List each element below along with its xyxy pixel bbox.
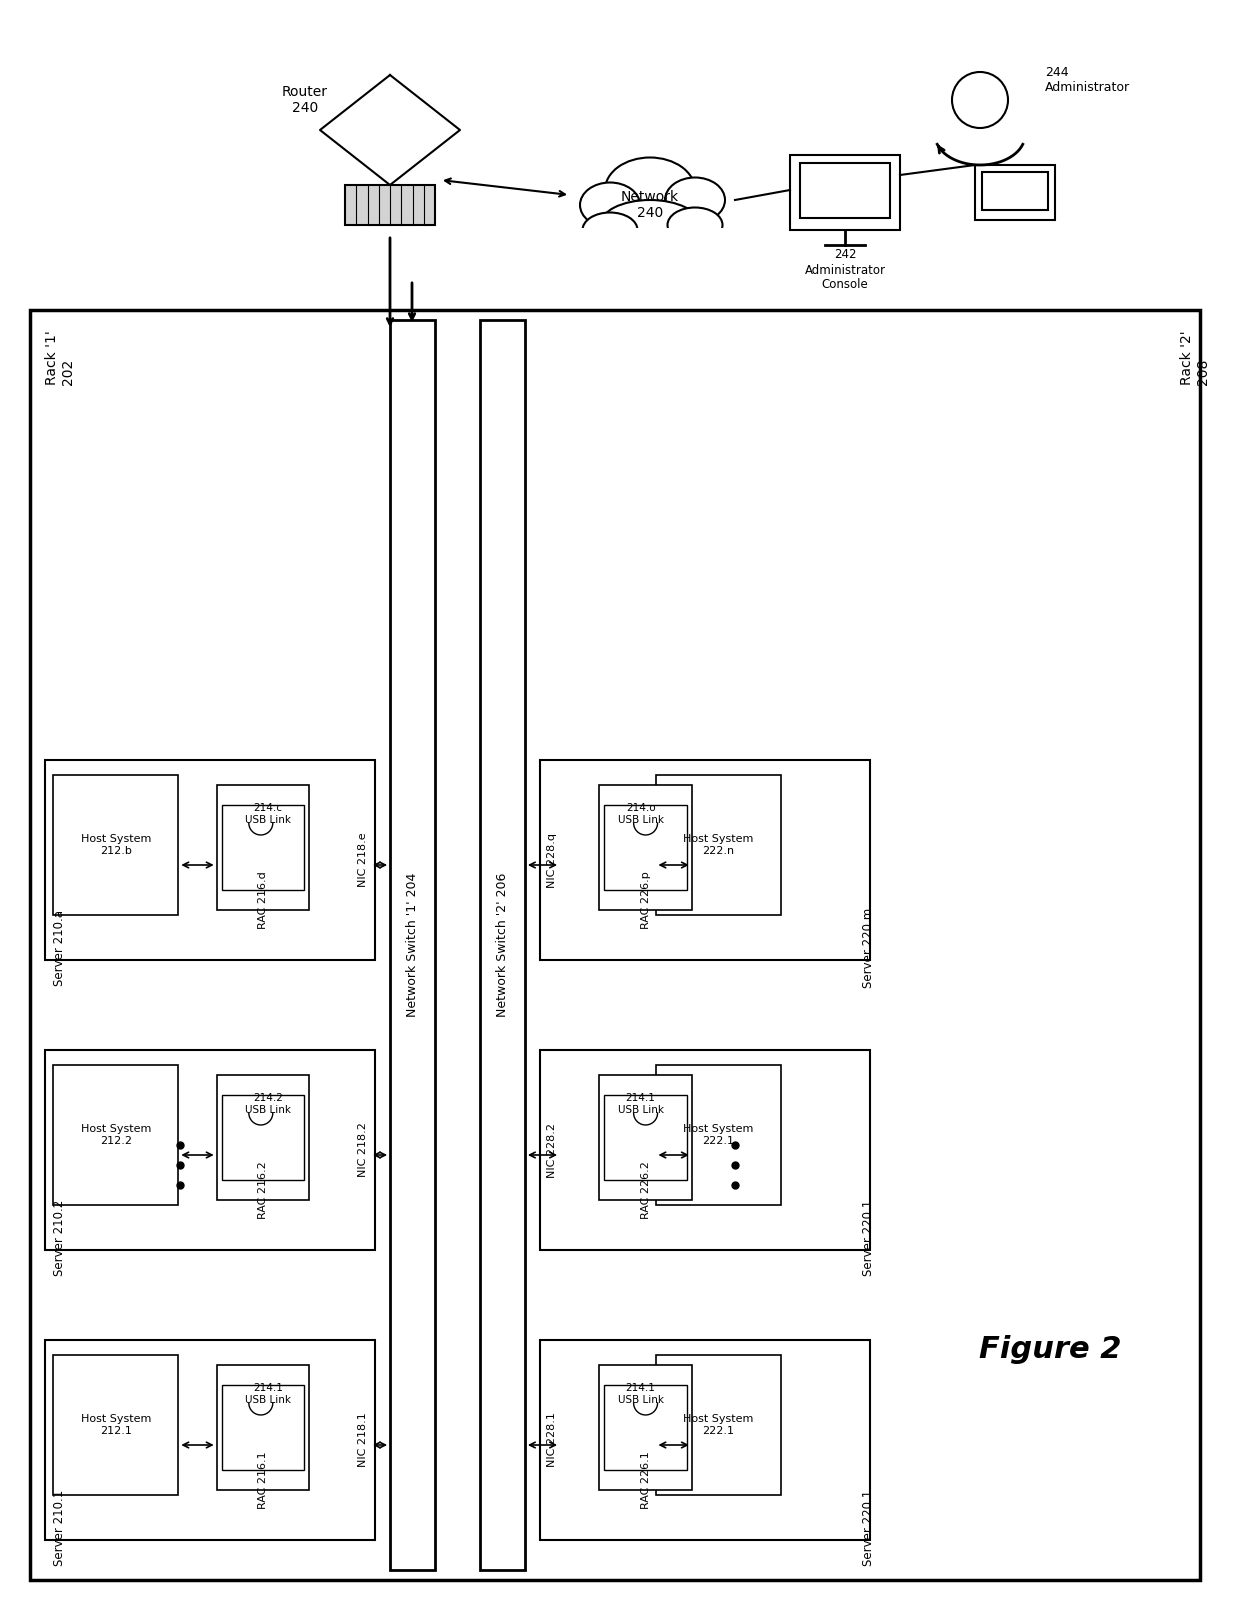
Text: Server 210.1: Server 210.1 — [53, 1490, 66, 1566]
Text: Host System
212.1: Host System 212.1 — [81, 1414, 151, 1436]
Text: 214.c
USB Link: 214.c USB Link — [244, 802, 291, 825]
Bar — [217, 1365, 309, 1490]
Bar — [217, 1075, 309, 1200]
Text: RAC 226.2: RAC 226.2 — [641, 1161, 651, 1219]
Bar — [30, 310, 1200, 1580]
Text: RAC 226.p: RAC 226.p — [641, 870, 651, 929]
Text: RAC 216.1: RAC 216.1 — [258, 1451, 268, 1509]
Bar — [539, 1341, 870, 1540]
Bar — [604, 1096, 687, 1180]
Text: Host System
222.1: Host System 222.1 — [683, 1125, 754, 1146]
Bar — [53, 1065, 179, 1204]
Bar — [599, 1075, 692, 1200]
Text: 214.2
USB Link: 214.2 USB Link — [244, 1093, 291, 1115]
Text: RAC 216.d: RAC 216.d — [258, 870, 268, 929]
Text: Host System
212.b: Host System 212.b — [81, 835, 151, 856]
Ellipse shape — [600, 199, 701, 250]
Bar — [604, 1384, 687, 1470]
Bar — [217, 785, 309, 909]
Bar — [599, 1365, 692, 1490]
Ellipse shape — [667, 207, 723, 243]
Bar — [391, 319, 435, 1571]
Bar — [345, 185, 435, 225]
Text: Server 220.1: Server 220.1 — [862, 1200, 875, 1276]
Bar — [599, 785, 692, 909]
Text: RAC 216.2: RAC 216.2 — [258, 1161, 268, 1219]
Text: 214.1
USB Link: 214.1 USB Link — [618, 1093, 663, 1115]
Ellipse shape — [605, 157, 694, 222]
Text: Server 210.a: Server 210.a — [53, 909, 66, 986]
Text: Host System
222.n: Host System 222.n — [683, 835, 754, 856]
Bar — [982, 172, 1048, 211]
Text: 244
Administrator: 244 Administrator — [1045, 66, 1130, 94]
Ellipse shape — [665, 178, 725, 222]
Text: Router
240: Router 240 — [281, 84, 329, 115]
Text: RAC 226.1: RAC 226.1 — [641, 1451, 651, 1509]
Text: Rack '2'
208: Rack '2' 208 — [1180, 331, 1210, 384]
Text: Figure 2: Figure 2 — [978, 1336, 1121, 1365]
Text: Host System
212.2: Host System 212.2 — [81, 1125, 151, 1146]
Bar — [539, 1050, 870, 1250]
Bar — [656, 1065, 781, 1204]
Bar — [45, 1050, 374, 1250]
Text: Rack '1'
202: Rack '1' 202 — [45, 331, 76, 384]
Text: Server 220.1: Server 220.1 — [862, 1490, 875, 1566]
Text: Server 220.m: Server 220.m — [862, 908, 875, 989]
Text: NIC 218.e: NIC 218.e — [358, 833, 368, 887]
Text: NIC 228.1: NIC 228.1 — [547, 1412, 557, 1467]
Text: Host System
222.1: Host System 222.1 — [683, 1414, 754, 1436]
Text: NIC 228.2: NIC 228.2 — [547, 1122, 557, 1177]
Text: 214.o
USB Link: 214.o USB Link — [618, 802, 663, 825]
Text: Network Switch '2' 206: Network Switch '2' 206 — [496, 872, 508, 1018]
Bar — [656, 775, 781, 914]
Bar — [45, 1341, 374, 1540]
Bar — [222, 806, 304, 890]
Bar — [975, 165, 1055, 220]
Bar — [222, 1096, 304, 1180]
Ellipse shape — [583, 212, 637, 248]
Bar — [222, 1384, 304, 1470]
Text: Network
240: Network 240 — [621, 190, 680, 220]
Bar — [45, 760, 374, 960]
Bar — [570, 230, 735, 290]
Circle shape — [952, 71, 1008, 128]
Bar — [604, 806, 687, 890]
Text: Server 210.2: Server 210.2 — [53, 1200, 66, 1276]
Ellipse shape — [580, 183, 640, 227]
Text: 214.1
USB Link: 214.1 USB Link — [618, 1383, 663, 1405]
Text: NIC 218.2: NIC 218.2 — [358, 1123, 368, 1177]
Text: NIC 228.q: NIC 228.q — [547, 833, 557, 888]
Bar — [539, 760, 870, 960]
Bar — [53, 775, 179, 914]
Bar — [800, 164, 890, 217]
Bar — [53, 1355, 179, 1495]
Text: Network Switch '1' 204: Network Switch '1' 204 — [405, 872, 419, 1018]
Text: NIC 218.1: NIC 218.1 — [358, 1412, 368, 1467]
Bar — [790, 156, 900, 230]
Bar — [656, 1355, 781, 1495]
Bar — [480, 319, 525, 1571]
Text: 242
Administrator
Console: 242 Administrator Console — [805, 248, 885, 292]
Text: 214.1
USB Link: 214.1 USB Link — [244, 1383, 291, 1405]
Polygon shape — [320, 75, 460, 185]
